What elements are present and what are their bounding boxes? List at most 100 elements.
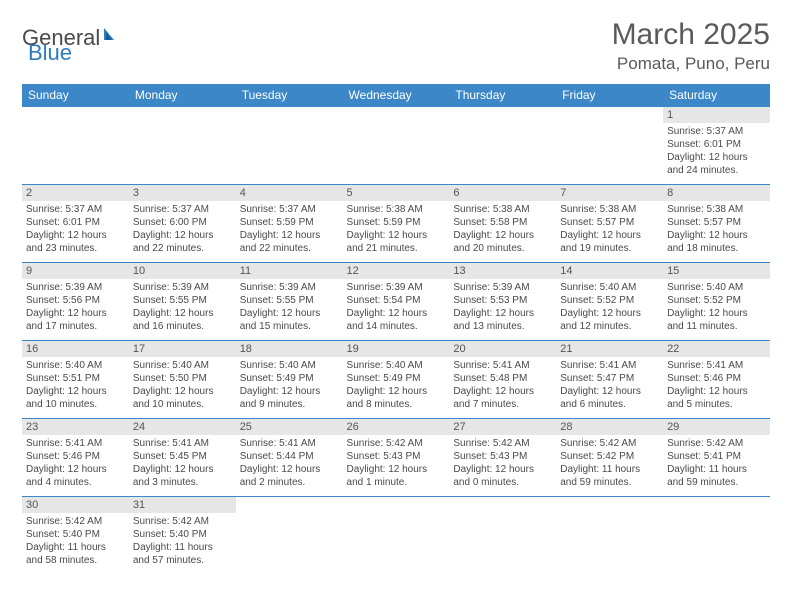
calendar-day-cell: 2Sunrise: 5:37 AMSunset: 6:01 PMDaylight…	[22, 185, 129, 263]
calendar-day-cell: 15Sunrise: 5:40 AMSunset: 5:52 PMDayligh…	[663, 263, 770, 341]
day-number: 1	[663, 107, 770, 123]
day-number: 10	[129, 263, 236, 279]
sunset-text: Sunset: 5:40 PM	[133, 528, 232, 541]
calendar-day-cell	[449, 497, 556, 575]
sunrise-text: Sunrise: 5:38 AM	[667, 203, 766, 216]
calendar-day-cell: 20Sunrise: 5:41 AMSunset: 5:48 PMDayligh…	[449, 341, 556, 419]
logo-sail-icon	[102, 22, 122, 48]
calendar-day-cell: 3Sunrise: 5:37 AMSunset: 6:00 PMDaylight…	[129, 185, 236, 263]
sunrise-text: Sunrise: 5:42 AM	[560, 437, 659, 450]
sunset-text: Sunset: 5:55 PM	[133, 294, 232, 307]
daylight-text: Daylight: 11 hours and 57 minutes.	[133, 541, 232, 567]
calendar-day-cell	[343, 497, 450, 575]
calendar-day-cell: 29Sunrise: 5:42 AMSunset: 5:41 PMDayligh…	[663, 419, 770, 497]
day-number: 18	[236, 341, 343, 357]
sunrise-text: Sunrise: 5:39 AM	[347, 281, 446, 294]
daylight-text: Daylight: 12 hours and 10 minutes.	[133, 385, 232, 411]
daylight-text: Daylight: 12 hours and 24 minutes.	[667, 151, 766, 177]
day-number: 8	[663, 185, 770, 201]
calendar-day-cell: 31Sunrise: 5:42 AMSunset: 5:40 PMDayligh…	[129, 497, 236, 575]
sunrise-text: Sunrise: 5:39 AM	[133, 281, 232, 294]
weekday-header: Monday	[129, 84, 236, 107]
sunrise-text: Sunrise: 5:38 AM	[453, 203, 552, 216]
month-title: March 2025	[612, 18, 770, 52]
sunset-text: Sunset: 5:48 PM	[453, 372, 552, 385]
calendar-day-cell: 21Sunrise: 5:41 AMSunset: 5:47 PMDayligh…	[556, 341, 663, 419]
day-number: 13	[449, 263, 556, 279]
calendar-day-cell: 25Sunrise: 5:41 AMSunset: 5:44 PMDayligh…	[236, 419, 343, 497]
daylight-text: Daylight: 12 hours and 2 minutes.	[240, 463, 339, 489]
sunset-text: Sunset: 5:58 PM	[453, 216, 552, 229]
daylight-text: Daylight: 12 hours and 22 minutes.	[133, 229, 232, 255]
calendar-day-cell: 30Sunrise: 5:42 AMSunset: 5:40 PMDayligh…	[22, 497, 129, 575]
day-number: 24	[129, 419, 236, 435]
calendar-day-cell	[236, 107, 343, 185]
calendar-day-cell: 13 Sunrise: 5:39 AMSunset: 5:53 PMDayligh…	[449, 263, 556, 341]
calendar-day-cell: 28Sunrise: 5:42 AMSunset: 5:42 PMDayligh…	[556, 419, 663, 497]
sunset-text: Sunset: 5:46 PM	[26, 450, 125, 463]
calendar-week-row: 16Sunrise: 5:40 AMSunset: 5:51 PMDayligh…	[22, 341, 770, 419]
day-number: 9	[22, 263, 129, 279]
daylight-text: Daylight: 12 hours and 20 minutes.	[453, 229, 552, 255]
weekday-header: Tuesday	[236, 84, 343, 107]
sunrise-text: Sunrise: 5:42 AM	[347, 437, 446, 450]
day-number: 12	[343, 263, 450, 279]
weekday-header: Friday	[556, 84, 663, 107]
sunset-text: Sunset: 5:45 PM	[133, 450, 232, 463]
day-number: 20	[449, 341, 556, 357]
day-number: 28	[556, 419, 663, 435]
calendar-day-cell	[556, 497, 663, 575]
day-number: 19	[343, 341, 450, 357]
day-number: 4	[236, 185, 343, 201]
daylight-text: Daylight: 12 hours and 5 minutes.	[667, 385, 766, 411]
sunset-text: Sunset: 5:54 PM	[347, 294, 446, 307]
day-number: 30	[22, 497, 129, 513]
sunrise-text: Sunrise: 5:41 AM	[26, 437, 125, 450]
calendar-day-cell: 24Sunrise: 5:41 AMSunset: 5:45 PMDayligh…	[129, 419, 236, 497]
sunset-text: Sunset: 5:49 PM	[347, 372, 446, 385]
sunrise-text: Sunrise: 5:37 AM	[133, 203, 232, 216]
sunrise-text: Sunrise: 5:41 AM	[133, 437, 232, 450]
sunrise-text: Sunrise: 5:42 AM	[667, 437, 766, 450]
sunset-text: Sunset: 5:59 PM	[240, 216, 339, 229]
daylight-text: Daylight: 12 hours and 8 minutes.	[347, 385, 446, 411]
calendar-day-cell: 16Sunrise: 5:40 AMSunset: 5:51 PMDayligh…	[22, 341, 129, 419]
sunset-text: Sunset: 5:52 PM	[560, 294, 659, 307]
calendar-body: 1Sunrise: 5:37 AMSunset: 6:01 PMDaylight…	[22, 107, 770, 575]
sunset-text: Sunset: 5:44 PM	[240, 450, 339, 463]
daylight-text: Daylight: 12 hours and 19 minutes.	[560, 229, 659, 255]
sunrise-text: Sunrise: 5:40 AM	[133, 359, 232, 372]
daylight-text: Daylight: 12 hours and 13 minutes.	[453, 307, 552, 333]
calendar-week-row: 30Sunrise: 5:42 AMSunset: 5:40 PMDayligh…	[22, 497, 770, 575]
location-label: Pomata, Puno, Peru	[612, 54, 770, 74]
daylight-text: Daylight: 12 hours and 23 minutes.	[26, 229, 125, 255]
sunrise-text: Sunrise: 5:37 AM	[240, 203, 339, 216]
sunset-text: Sunset: 5:52 PM	[667, 294, 766, 307]
day-number: 11	[236, 263, 343, 279]
daylight-text: Daylight: 12 hours and 17 minutes.	[26, 307, 125, 333]
sunset-text: Sunset: 5:40 PM	[26, 528, 125, 541]
sunset-text: Sunset: 5:42 PM	[560, 450, 659, 463]
title-block: March 2025 Pomata, Puno, Peru	[612, 18, 770, 74]
sunrise-text: Sunrise: 5:40 AM	[667, 281, 766, 294]
day-number: 15	[663, 263, 770, 279]
sunrise-text: Sunrise: 5:37 AM	[26, 203, 125, 216]
sunrise-text: Sunrise: 5:41 AM	[560, 359, 659, 372]
sunrise-text: Sunrise: 5:40 AM	[26, 359, 125, 372]
daylight-text: Daylight: 12 hours and 9 minutes.	[240, 385, 339, 411]
day-number: 25	[236, 419, 343, 435]
day-number: 17	[129, 341, 236, 357]
calendar-day-cell: 26Sunrise: 5:42 AMSunset: 5:43 PMDayligh…	[343, 419, 450, 497]
sunset-text: Sunset: 5:53 PM	[453, 294, 552, 307]
sunset-text: Sunset: 5:46 PM	[667, 372, 766, 385]
calendar-day-cell: 27Sunrise: 5:42 AMSunset: 5:43 PMDayligh…	[449, 419, 556, 497]
sunset-text: Sunset: 5:57 PM	[667, 216, 766, 229]
sunrise-text: Sunrise: 5:39 AM	[453, 281, 552, 294]
daylight-text: Daylight: 12 hours and 6 minutes.	[560, 385, 659, 411]
calendar-day-cell: 8Sunrise: 5:38 AMSunset: 5:57 PMDaylight…	[663, 185, 770, 263]
day-number: 21	[556, 341, 663, 357]
daylight-text: Daylight: 12 hours and 4 minutes.	[26, 463, 125, 489]
calendar-day-cell: 5Sunrise: 5:38 AMSunset: 5:59 PMDaylight…	[343, 185, 450, 263]
sunset-text: Sunset: 5:59 PM	[347, 216, 446, 229]
calendar-day-cell: 6Sunrise: 5:38 AMSunset: 5:58 PMDaylight…	[449, 185, 556, 263]
